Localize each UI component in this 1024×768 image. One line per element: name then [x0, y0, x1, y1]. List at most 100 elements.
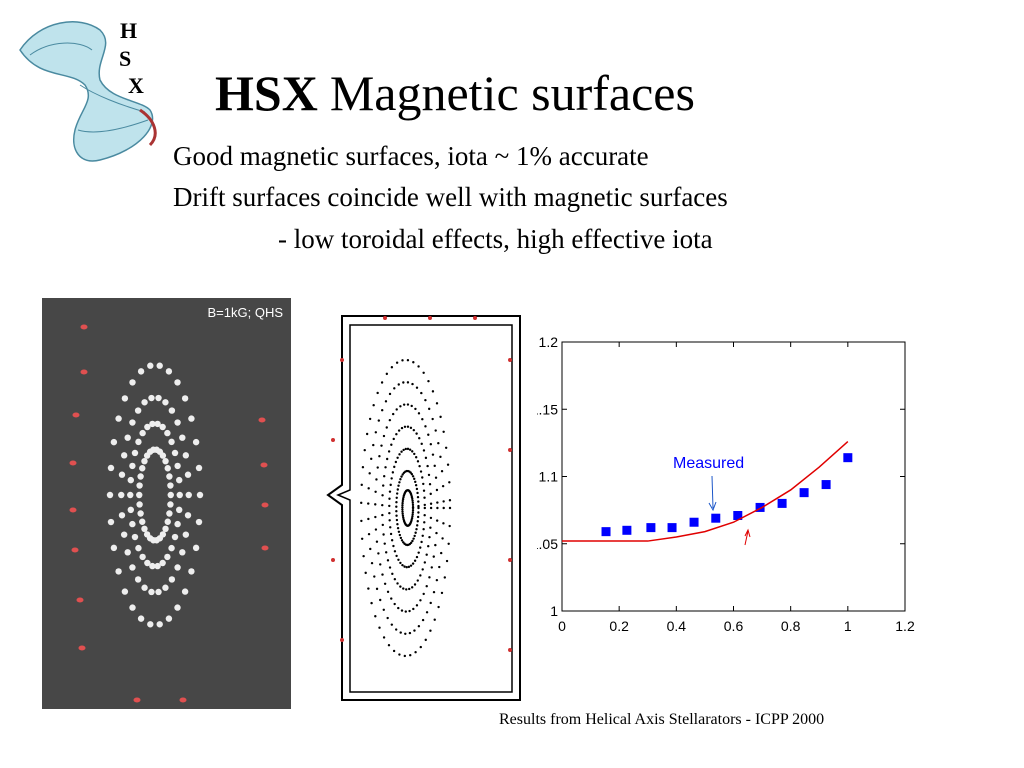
surface-dot [434, 429, 437, 432]
surface-dot [134, 576, 142, 583]
surface-dot [411, 505, 415, 509]
surface-dot [427, 473, 431, 477]
surface-dot [437, 605, 440, 609]
surface-dot [418, 464, 421, 468]
surface-dot [398, 453, 401, 456]
surface-dot [156, 621, 163, 628]
surface-dot [414, 651, 417, 654]
surface-dot [423, 514, 426, 517]
surface-dot [439, 551, 443, 555]
surface-dot [176, 506, 183, 514]
surface-dot [167, 482, 174, 489]
surface-dot [446, 463, 450, 466]
surface-dot [137, 473, 144, 480]
surface-dot [382, 636, 386, 639]
surface-dot [431, 453, 435, 456]
surface-dot [392, 649, 396, 653]
coil-dot [508, 648, 512, 652]
surface-dot [129, 462, 136, 470]
surface-dot [374, 490, 377, 493]
coil-dot [71, 547, 79, 553]
surface-dot [409, 653, 412, 657]
surface-dot [433, 618, 436, 621]
surface-dot [442, 506, 445, 510]
surface-dot [442, 430, 445, 433]
surface-dot [411, 508, 415, 512]
logo-letter: H [120, 18, 137, 43]
surface-dot [422, 482, 425, 486]
surface-dot [174, 419, 181, 426]
chart: 1.2 1.15 1.1 1.05 1 0 0.2 0.4 0.6 0.8 1 1.2 Measure… [537, 334, 915, 634]
surface-dot [405, 565, 408, 569]
surface-dot [396, 488, 399, 491]
surface-dot [166, 473, 173, 480]
surface-dot [425, 584, 428, 588]
surface-dot [417, 365, 420, 368]
bullet: Good magnetic surfaces, iota ~ 1% accura… [173, 141, 649, 171]
data-point [601, 527, 611, 537]
surface-dot [139, 518, 146, 525]
surface-dot [410, 472, 414, 476]
surface-dot [401, 510, 404, 513]
surface-dot [390, 539, 394, 542]
surface-dot [389, 526, 392, 529]
surface-dot [411, 382, 414, 386]
surface-dot [149, 562, 156, 570]
surface-dot [395, 510, 398, 513]
surface-dot [168, 438, 175, 446]
surface-dot [429, 601, 432, 605]
surface-dot [421, 618, 425, 622]
surface-dot [408, 631, 412, 635]
surface-dot [417, 625, 421, 628]
surface-dot [115, 415, 122, 422]
surface-dot [398, 653, 401, 656]
surface-dot [162, 457, 169, 465]
surface-dot [404, 447, 408, 451]
surface-dot [415, 386, 419, 389]
surface-dot [380, 381, 384, 384]
surface-dot [419, 470, 423, 473]
surface-dot [174, 604, 181, 611]
surface-dot [417, 551, 420, 554]
surface-dot [388, 504, 391, 508]
surface-dot [435, 578, 439, 582]
surface-dot [439, 455, 442, 459]
surface-dot [407, 565, 411, 569]
surface-dot [144, 559, 151, 567]
surface-dot [445, 559, 449, 563]
surface-dot [384, 400, 388, 403]
surface-dot [442, 522, 445, 525]
coil-dot [69, 460, 77, 466]
surface-dot [390, 623, 394, 626]
surface-dot [195, 518, 203, 526]
surface-dot [390, 597, 393, 600]
data-point [821, 480, 831, 490]
surface-dot [411, 515, 414, 518]
surface-dot [182, 452, 190, 459]
x-tick-label: 0 [558, 618, 566, 634]
surface-dot [397, 383, 400, 386]
surface-dot [129, 419, 136, 426]
surface-dot [375, 587, 379, 591]
data-point [733, 511, 743, 521]
surface-dot [171, 533, 179, 541]
surface-dot [131, 449, 139, 457]
surface-dot [368, 417, 372, 421]
surface-dot [435, 519, 439, 522]
surface-dot [360, 537, 364, 540]
surface-dot [416, 460, 420, 463]
surface-dot [165, 368, 173, 375]
surface-dot [448, 524, 451, 528]
surface-dot [424, 456, 428, 460]
surface-dot [398, 481, 401, 484]
surface-dot [403, 565, 406, 568]
surface-dot [159, 452, 167, 459]
surface-dot [388, 566, 392, 569]
surface-dot [124, 434, 131, 441]
surface-dot [401, 563, 404, 567]
surface-dot [137, 368, 145, 375]
surface-dot [412, 607, 415, 611]
data-point [646, 523, 656, 533]
surface-dot [176, 476, 183, 484]
surface-dot [167, 491, 174, 499]
